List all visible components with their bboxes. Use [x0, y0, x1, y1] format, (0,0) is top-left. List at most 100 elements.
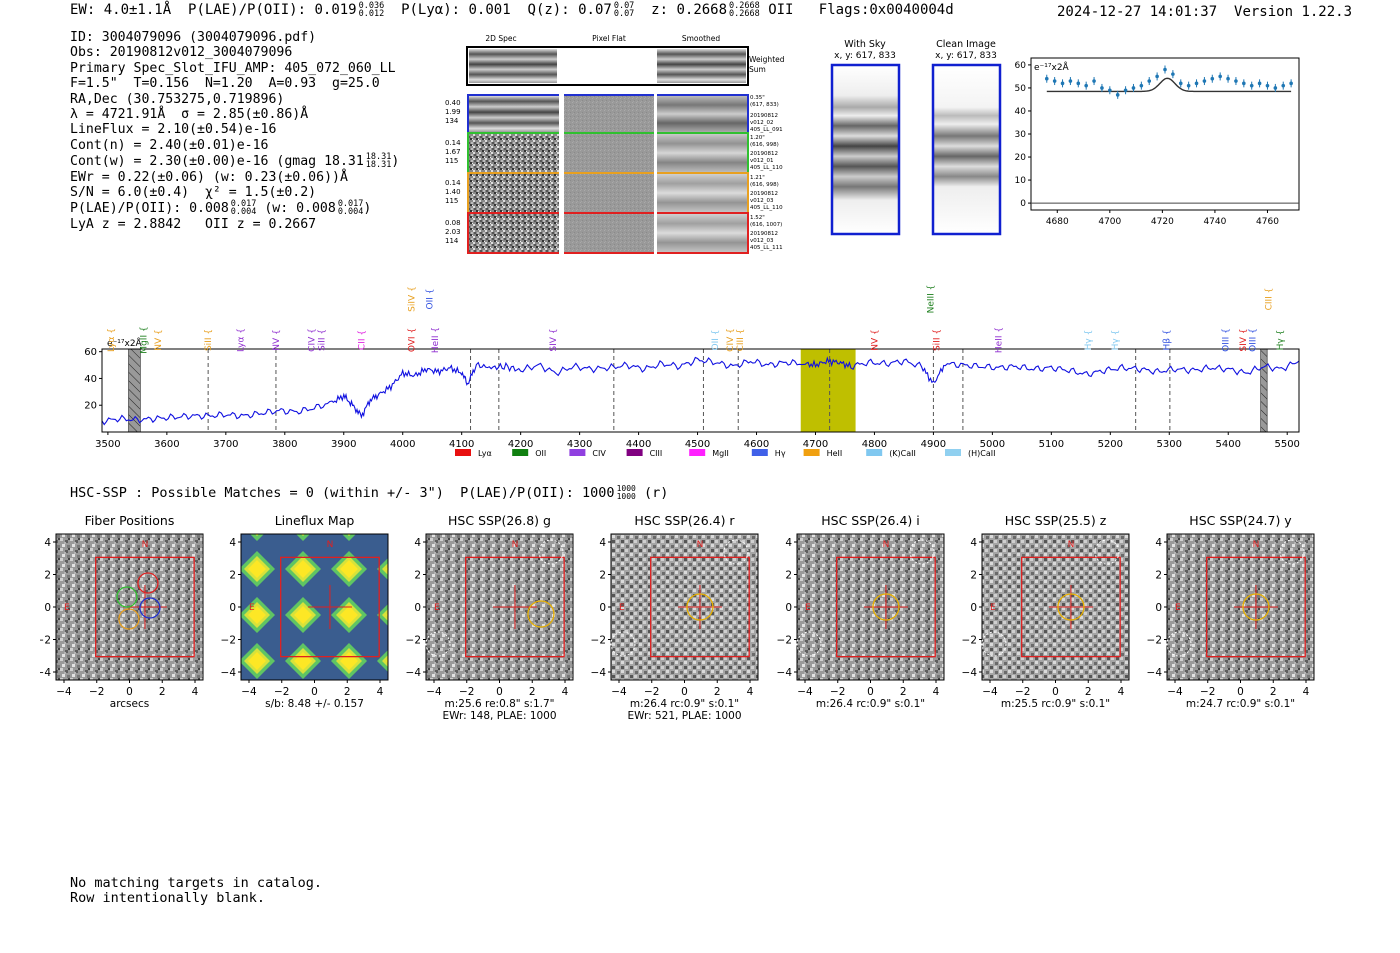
hsc-east-label: E	[64, 603, 70, 613]
hsc-caption-1: m:25.6 re:0.8" s:1.7"	[445, 698, 555, 710]
svg-text:CIV {: CIV {	[726, 328, 736, 352]
svg-text:v012_01: v012_01	[750, 158, 774, 164]
hsc-panel-title: HSC SSP(26.4) i	[821, 513, 919, 528]
spectrum-line-label: CIII {	[1264, 288, 1274, 311]
svg-text:1.40: 1.40	[445, 188, 461, 196]
zoom-point	[1186, 83, 1191, 88]
zoom-point	[1163, 67, 1167, 72]
zoom-point	[1155, 74, 1159, 79]
hsc-panel-5: HSC SSP(26.4) i N E 4 2 0 −2 −4 −4 −2 0 2 4 m:26.4 rc…	[777, 513, 945, 710]
hsc-caption-2: EWr: 521, PLAE: 1000	[627, 710, 741, 722]
hsc-east-label: E	[619, 603, 625, 613]
svg-text:NV {: NV {	[870, 329, 880, 350]
svg-text:OIII {: OIII {	[1248, 328, 1258, 352]
hsc-source-circle	[425, 631, 451, 657]
spectrum-xtick-label: 4700	[803, 439, 828, 450]
svg-text:1.99: 1.99	[445, 108, 461, 116]
zoom-ytick-label: 10	[1015, 176, 1027, 186]
svg-text:0.08: 0.08	[445, 219, 461, 227]
spec2d-row-1: 0.40 1.99 134 0.35" (617, 833) 20190812 …	[445, 94, 783, 134]
hsc-header: HSC-SSP : Possible Matches = 0 (within +…	[70, 484, 669, 502]
ew-value: EW: 4.0±1.1Å	[70, 2, 172, 18]
weighted-2dspec	[469, 49, 557, 83]
hsc-xtick-label: 0	[1052, 686, 1059, 698]
zoom-ytick-label: 60	[1015, 61, 1027, 71]
hsc-aperture-box	[280, 556, 380, 658]
svg-text:Lyα: Lyα	[478, 449, 492, 458]
spectrum-legend: Lyα OII CIV CIII MgII Hγ HeII (K)CaII (H)CaII	[455, 449, 995, 458]
zoom-point	[1273, 86, 1278, 90]
hsc-ytick-label: −2	[1147, 635, 1162, 647]
col-2dspec-label: 2D Spec	[485, 34, 516, 43]
zoom-ytick-label: 50	[1015, 84, 1027, 94]
legend-item: (K)CaII	[866, 449, 916, 458]
spectrum-line-label: MgII {	[139, 326, 149, 353]
info-lambda: λ = 4721.91Å σ = 2.85(±0.86)Å	[70, 107, 309, 123]
spectrum-ytick-label: 20	[84, 401, 97, 412]
hsc-panel-6: HSC SSP(25.5) z N E 4 2 0 −2 −4 −4 −2 0 2 4 m:25.5 rc…	[962, 513, 1130, 710]
svg-text:Hγ {: Hγ {	[1111, 330, 1121, 351]
hsc-aperture-circle	[1057, 593, 1085, 621]
hsc-ytick-label: −2	[962, 635, 977, 647]
zoom-xtick-label: 4680	[1046, 217, 1069, 227]
hsc-panel-title: HSC SSP(26.4) r	[634, 513, 735, 528]
header-datetime: 2024-12-27 14:01:37 Version 1.22.3	[1057, 4, 1352, 20]
spectrum-xtick-label: 3900	[331, 439, 356, 450]
hsc-ytick-label: 4	[414, 537, 421, 549]
hsc-ytick-label: −4	[1147, 667, 1163, 679]
spectrum-line-label: OIII {	[1221, 328, 1231, 352]
svg-text:CIV {: CIV {	[307, 328, 317, 352]
hsc-aperture-box	[95, 556, 195, 658]
spectrum-ytick-label: 60	[84, 347, 97, 358]
svg-text:Hβ {: Hβ {	[1162, 329, 1172, 350]
legend-item: OII	[512, 449, 546, 458]
zoom-ytick-label: 40	[1015, 107, 1027, 117]
hsc-ytick-label: −4	[40, 667, 51, 679]
hsc-ytick-label: 4	[1155, 537, 1162, 549]
zoom-point	[1092, 79, 1096, 83]
info-cont-w: Cont(w) = 2.30(±0.00)e-16 (gmag 18.31 18.…	[70, 152, 400, 171]
hsc-aperture-box	[1021, 556, 1121, 658]
svg-text:CIII {: CIII {	[736, 329, 746, 352]
z-label: z:	[651, 2, 669, 18]
hsc-north-label: N	[1068, 540, 1075, 550]
svg-text:405_LL_110: 405_LL_110	[750, 165, 783, 171]
hsc-source-circle	[1279, 539, 1305, 565]
svg-text:HeII: HeII	[827, 449, 843, 458]
svg-text:OII {: OII {	[425, 289, 435, 310]
qz-value: 0.07	[578, 2, 612, 18]
svg-text:SiII {: SiII {	[204, 329, 214, 351]
spectrum-masked-regions	[128, 348, 1268, 433]
hsc-ytick-label: 0	[44, 602, 51, 614]
zoom-xticks: 4680 4700 4720 4740 4760	[1046, 210, 1279, 227]
spectrum-line-label: Hγ {	[1111, 330, 1121, 351]
hsc-xtick-label: 0	[311, 686, 318, 698]
svg-text:(616, 998): (616, 998)	[750, 182, 779, 188]
spectrum-line-label: NeIII {	[926, 285, 936, 314]
zoom-chart: e⁻¹⁷x2Å 60 50 40 30 20 10 0 4680 4700 4720 4740 47…	[1015, 57, 1300, 227]
plya-value: P(Lyα): 0.001	[401, 2, 511, 18]
hsc-ytick-label: −4	[221, 667, 237, 679]
zoom-point	[1115, 93, 1120, 97]
footer-notes: No matching targets in catalog. Row inten…	[70, 876, 322, 906]
hsc-ytick-label: 4	[785, 537, 792, 549]
spectrum-xtick-label: 5200	[1098, 439, 1123, 450]
hsc-caption-1: m:24.7 rc:0.9" s:0.1"	[1186, 698, 1295, 710]
hsc-xtick-label: 4	[1118, 686, 1125, 698]
hsc-panel-title: Lineflux Map	[275, 513, 355, 528]
hsc-aperture-box	[1206, 556, 1306, 658]
info-cont-n: Cont(n) = 2.40(±0.01)e-16	[70, 137, 269, 153]
fiber-circle-green	[116, 586, 138, 608]
svg-text:OIII {: OIII {	[1221, 328, 1231, 352]
svg-text:CIII {: CIII {	[1264, 288, 1274, 311]
with-sky-image	[830, 63, 901, 236]
legend-item: CIII	[626, 449, 662, 458]
spectrum-line-label: SiII {	[204, 329, 214, 351]
hsc-xtick-label: −2	[830, 686, 845, 698]
legend-item: MgII	[689, 449, 729, 458]
spectrum-line-label: HeII {	[431, 327, 441, 353]
svg-text:SiII {: SiII {	[317, 329, 327, 351]
spectrum-line-label: NV {	[154, 329, 164, 350]
hsc-ytick-label: 4	[44, 537, 51, 549]
hsc-xtick-label: 4	[377, 686, 384, 698]
